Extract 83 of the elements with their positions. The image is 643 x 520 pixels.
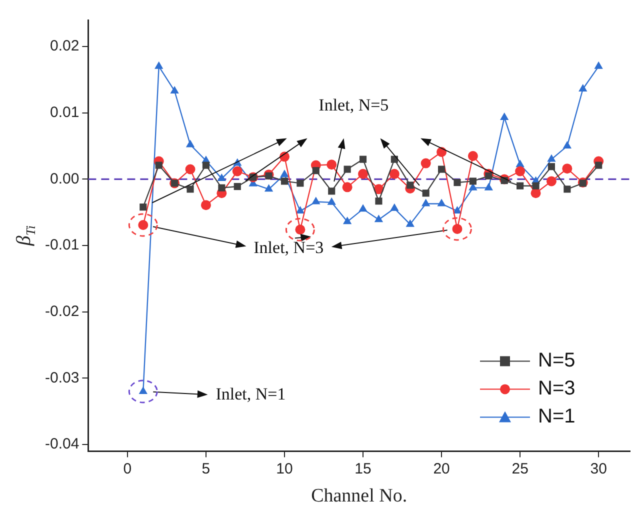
x-tick-label: 15 bbox=[354, 460, 372, 478]
x-tick-label: 10 bbox=[276, 460, 293, 478]
point bbox=[420, 158, 431, 168]
point bbox=[437, 198, 446, 206]
point bbox=[562, 164, 572, 174]
x-tick-label: 30 bbox=[590, 460, 607, 478]
point bbox=[594, 61, 603, 69]
point bbox=[155, 162, 162, 169]
point bbox=[186, 186, 194, 193]
point bbox=[344, 166, 351, 173]
point bbox=[186, 140, 195, 148]
point bbox=[140, 204, 147, 211]
point bbox=[515, 166, 526, 176]
point bbox=[296, 180, 304, 187]
point bbox=[516, 182, 524, 190]
legend-label: N=3 bbox=[538, 378, 576, 400]
point bbox=[202, 162, 210, 169]
point bbox=[375, 198, 382, 205]
point bbox=[234, 182, 241, 190]
point bbox=[469, 178, 476, 185]
point bbox=[185, 164, 196, 174]
x-tick-label: 20 bbox=[433, 460, 450, 478]
y-tick-label: -0.02 bbox=[44, 303, 80, 320]
point bbox=[265, 172, 272, 180]
point bbox=[436, 147, 447, 158]
point bbox=[326, 160, 337, 170]
point bbox=[374, 214, 384, 222]
point bbox=[328, 188, 336, 195]
point bbox=[532, 182, 540, 190]
point bbox=[200, 200, 211, 210]
point bbox=[359, 156, 367, 163]
point bbox=[468, 150, 478, 161]
point bbox=[548, 163, 556, 170]
point bbox=[422, 190, 430, 197]
point bbox=[358, 204, 368, 212]
y-tick-label: -0.04 bbox=[44, 436, 80, 453]
point bbox=[312, 196, 320, 204]
point bbox=[342, 182, 352, 192]
annotation: Inlet, N=5 bbox=[318, 96, 389, 115]
point bbox=[342, 216, 352, 224]
point bbox=[218, 184, 226, 192]
x-axis-title: Channel No. bbox=[311, 486, 408, 507]
point bbox=[438, 166, 446, 173]
point bbox=[406, 182, 414, 189]
point bbox=[516, 160, 524, 168]
point bbox=[422, 198, 430, 206]
point bbox=[454, 178, 461, 186]
point bbox=[154, 61, 164, 69]
point bbox=[484, 182, 493, 190]
point bbox=[500, 112, 509, 120]
legend-label: N=1 bbox=[538, 406, 576, 428]
point bbox=[546, 176, 556, 186]
point bbox=[170, 86, 179, 94]
point bbox=[389, 168, 400, 179]
point bbox=[358, 168, 368, 179]
point bbox=[296, 206, 305, 214]
annotation: Inlet, N=3 bbox=[254, 238, 324, 258]
point bbox=[547, 154, 556, 162]
point bbox=[312, 167, 320, 174]
x-tick-label: 5 bbox=[202, 460, 210, 478]
point bbox=[562, 141, 572, 149]
x-tick-label: 25 bbox=[512, 460, 528, 478]
point bbox=[232, 166, 242, 176]
point bbox=[578, 84, 588, 92]
y-axis-title: βTi bbox=[13, 225, 38, 247]
point bbox=[327, 197, 336, 205]
point bbox=[280, 178, 288, 185]
point bbox=[485, 172, 492, 180]
y-tick-label: 0.00 bbox=[50, 170, 80, 188]
point bbox=[217, 174, 226, 182]
point bbox=[390, 203, 399, 211]
x-tick-label: 0 bbox=[123, 460, 132, 478]
point bbox=[595, 162, 602, 169]
point bbox=[280, 170, 289, 178]
y-tick-label: 0.01 bbox=[50, 104, 80, 122]
legend-label: N=5 bbox=[538, 350, 576, 372]
annotation: Inlet, N=1 bbox=[216, 384, 286, 404]
y-tick-label: -0.03 bbox=[44, 369, 80, 386]
y-tick-label: 0.02 bbox=[50, 38, 80, 55]
point bbox=[564, 186, 571, 193]
point bbox=[406, 219, 414, 227]
point bbox=[264, 184, 274, 192]
y-tick-label: -0.01 bbox=[44, 236, 80, 254]
